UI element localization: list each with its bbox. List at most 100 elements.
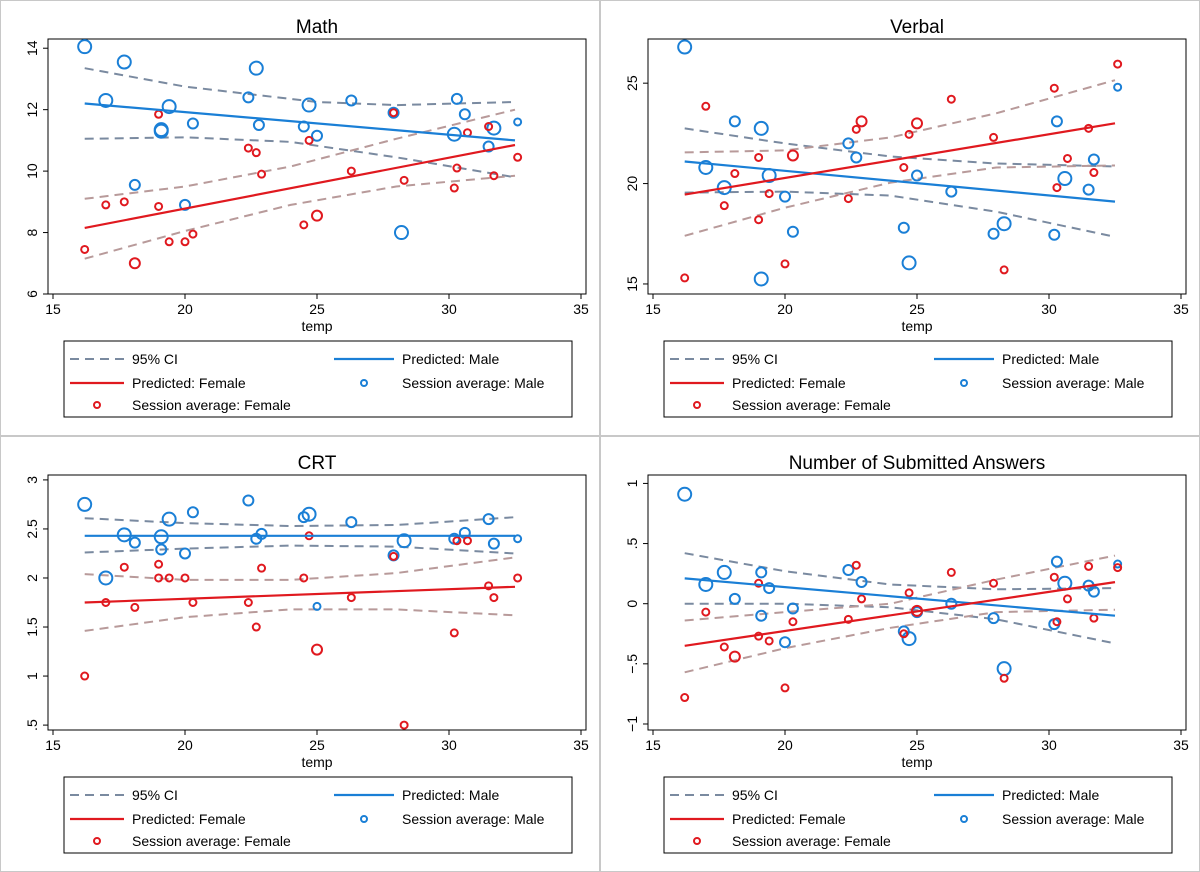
- x-tick-label: 30: [441, 737, 457, 753]
- point-male: [1113, 82, 1123, 92]
- ci-lower-male: [684, 602, 1116, 645]
- legend-predicted-female-label: Predicted: Female: [732, 375, 846, 391]
- point-female: [462, 536, 472, 546]
- point-female: [754, 152, 764, 162]
- x-tick-label: 35: [573, 301, 589, 317]
- point-male: [850, 151, 863, 164]
- point-male: [996, 216, 1012, 232]
- point-male: [128, 536, 141, 549]
- chart-panel-math: Math 15 20 25 30 35 temp 6 8 10 12 14 95% CI Predicte…: [0, 0, 600, 436]
- point-female: [946, 94, 956, 104]
- point-female: [164, 237, 174, 247]
- point-male: [677, 486, 693, 502]
- point-male: [911, 169, 923, 182]
- predicted-line-male: [684, 160, 1116, 203]
- point-male: [242, 494, 255, 507]
- x-axis-label: temp: [301, 318, 332, 334]
- point-male: [1082, 183, 1095, 196]
- point-female: [1049, 83, 1059, 93]
- legend-predicted-male-label: Predicted: Male: [402, 351, 499, 367]
- legend-session-female-label: Session average: Female: [732, 397, 891, 413]
- point-female: [299, 220, 309, 230]
- point-male: [945, 597, 958, 610]
- point-male: [387, 106, 400, 119]
- legend-box: [63, 776, 573, 854]
- legend-ci-label: 95% CI: [132, 787, 178, 803]
- legend-session-male-marker: [360, 379, 368, 387]
- point-female: [1084, 561, 1094, 571]
- predicted-line-female: [684, 122, 1116, 196]
- ci-lower-male: [84, 136, 516, 179]
- point-female: [680, 273, 690, 283]
- point-male: [186, 506, 199, 519]
- point-male: [393, 225, 409, 241]
- point-female: [513, 573, 523, 583]
- point-female: [851, 560, 861, 570]
- legend: 95% CI Predicted: Male Predicted: Female Se…: [63, 776, 573, 854]
- point-female: [449, 183, 459, 193]
- point-female: [452, 536, 462, 546]
- point-female: [989, 578, 999, 588]
- ci-upper-male: [684, 127, 1116, 168]
- point-female: [764, 636, 774, 646]
- point-male: [482, 513, 495, 526]
- point-male: [458, 108, 471, 121]
- ci-lower-male: [84, 544, 516, 555]
- legend-session-male-label: Session average: Male: [1002, 375, 1145, 391]
- point-male: [312, 601, 322, 611]
- point-male: [728, 592, 741, 605]
- point-male: [753, 271, 769, 287]
- point-female: [786, 149, 799, 162]
- point-male: [716, 564, 732, 580]
- point-male: [1050, 115, 1063, 128]
- y-tick-label: 12: [24, 102, 40, 118]
- point-female: [389, 551, 399, 561]
- x-tick-label: 25: [309, 301, 325, 317]
- predicted-line-male: [84, 102, 516, 142]
- y-tick-label: 0: [624, 600, 640, 608]
- point-male: [855, 576, 868, 589]
- point-male: [153, 123, 169, 139]
- point-male: [98, 92, 114, 108]
- point-male: [77, 496, 93, 512]
- point-female: [701, 607, 711, 617]
- point-female: [180, 237, 190, 247]
- point-female: [243, 598, 253, 607]
- point-male: [487, 537, 500, 550]
- point-male: [242, 91, 255, 104]
- point-male: [450, 92, 463, 105]
- ci-upper-male: [684, 552, 1116, 591]
- point-male: [345, 516, 358, 529]
- y-tick-label: .5: [24, 719, 40, 731]
- point-male: [179, 198, 191, 211]
- point-female: [1049, 572, 1059, 582]
- point-male: [779, 190, 791, 203]
- point-male: [728, 115, 741, 128]
- ci-lower-female: [84, 608, 516, 632]
- y-tick-label: −.5: [624, 654, 640, 674]
- point-female: [899, 629, 909, 639]
- point-male: [1057, 171, 1073, 187]
- point-male: [755, 566, 768, 579]
- point-female: [719, 201, 729, 211]
- point-male: [482, 140, 495, 153]
- y-tick-label: 2.5: [24, 519, 40, 539]
- point-male: [1087, 153, 1100, 166]
- legend-ci-label: 95% CI: [732, 787, 778, 803]
- ci-upper-female: [84, 108, 516, 200]
- legend-session-male-label: Session average: Male: [402, 811, 545, 827]
- point-female: [764, 189, 774, 199]
- chart-title: Verbal: [890, 17, 944, 38]
- y-tick-label: 6: [24, 290, 40, 298]
- ci-upper-female: [684, 554, 1116, 622]
- point-male: [255, 527, 268, 540]
- point-male: [786, 602, 799, 615]
- point-male: [755, 609, 768, 622]
- point-male: [842, 137, 855, 150]
- point-female: [1052, 183, 1062, 193]
- point-female: [946, 567, 956, 577]
- predicted-line-male: [684, 577, 1116, 617]
- point-female: [154, 559, 164, 569]
- ci-upper-female: [684, 79, 1116, 154]
- point-male: [1050, 555, 1063, 568]
